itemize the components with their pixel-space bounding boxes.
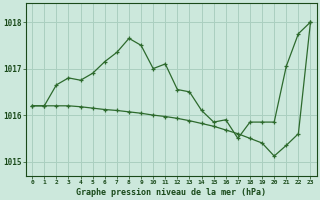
X-axis label: Graphe pression niveau de la mer (hPa): Graphe pression niveau de la mer (hPa) [76,188,266,197]
